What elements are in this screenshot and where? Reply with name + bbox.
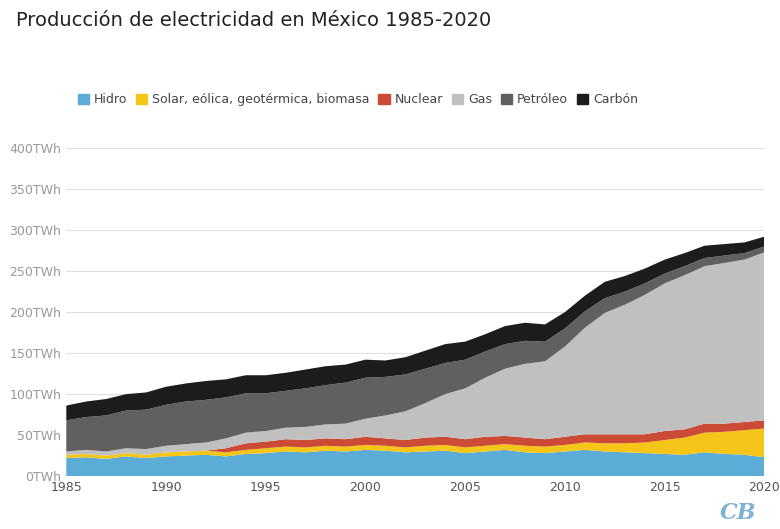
Text: Producción de electricidad en México 1985-2020: Producción de electricidad en México 198… bbox=[16, 11, 491, 30]
Legend: Hidro, Solar, eólica, geotérmica, biomasa, Nuclear, Gas, Petróleo, Carbón: Hidro, Solar, eólica, geotérmica, biomas… bbox=[73, 88, 643, 111]
Text: CB: CB bbox=[720, 501, 757, 524]
